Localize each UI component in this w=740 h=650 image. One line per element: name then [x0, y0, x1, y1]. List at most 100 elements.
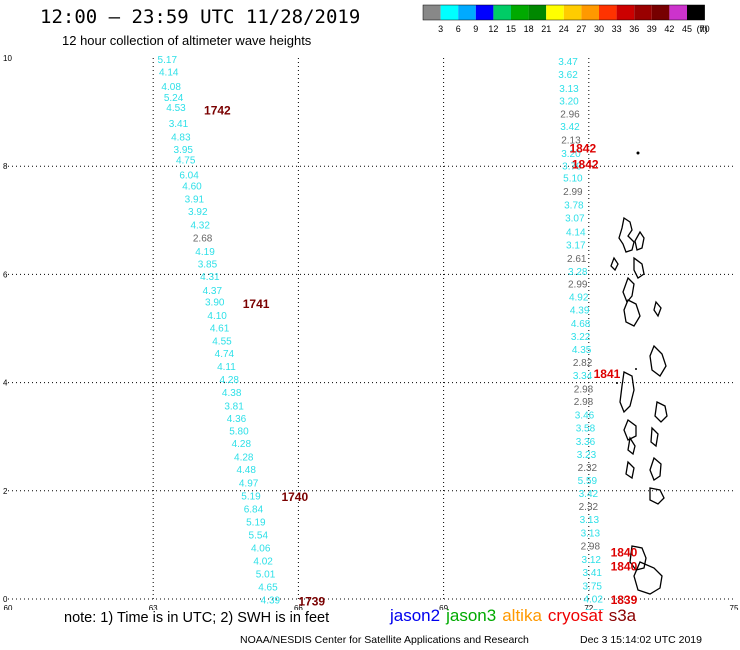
pass-time-label: 1842	[569, 141, 596, 155]
wave-height-label: 3.79	[562, 162, 582, 173]
wave-height-label: 4.37	[203, 286, 223, 297]
legend-swatch	[687, 5, 705, 20]
wave-height-label: 3.41	[583, 568, 603, 579]
legend-swatch	[563, 5, 582, 20]
wave-height-label: 4.83	[171, 132, 191, 143]
wave-height-label: 4.19	[195, 247, 215, 258]
wave-height-label: 4.02	[583, 594, 603, 605]
wave-height-label: 4.11	[217, 362, 236, 373]
wave-height-label: 2.98	[574, 397, 594, 408]
satellite-cryosat: cryosat	[547, 606, 603, 625]
wave-height-label: 4.35	[572, 345, 592, 356]
timestamp-text: Dec 3 15:14:02 UTC 2019	[580, 634, 702, 646]
altimeter-track: 3.473.623.133.202.963.422.133.203.795.10…	[558, 57, 604, 610]
legend-label: 33	[612, 24, 622, 34]
lat-tick-label: 6	[3, 270, 8, 279]
wave-height-label: 3.23	[577, 450, 597, 461]
legend-swatch	[546, 5, 564, 20]
wave-height-label: 4.60	[182, 182, 202, 193]
wave-height-label: 3.20	[561, 149, 581, 160]
wave-height-label: 5.24	[164, 93, 184, 104]
lat-tick-label: 2	[3, 487, 8, 496]
wave-height-label: 3.07	[565, 214, 585, 225]
wave-height-label: 5.01	[256, 570, 276, 581]
wave-height-label: 4.14	[159, 68, 179, 79]
wave-height-label: 3.57	[584, 608, 604, 610]
wave-height-label: 4.10	[207, 311, 227, 322]
legend-label: 30	[594, 24, 604, 34]
wave-height-label: 4.97	[239, 479, 259, 490]
coastline	[610, 151, 668, 595]
wave-height-label: 5.59	[578, 476, 598, 487]
wave-height-label: 4.36	[227, 414, 247, 425]
legend-label: 21	[541, 24, 551, 34]
legend-swatch	[581, 5, 599, 20]
legend-label: 9	[473, 24, 478, 34]
legend-swatch	[458, 5, 476, 20]
wave-height-label: 2.98	[574, 385, 594, 396]
legend-swatch	[493, 5, 511, 20]
wave-height-label: 3.13	[580, 515, 600, 526]
legend-label: 3	[438, 24, 443, 34]
wave-height-label: 4.02	[253, 557, 273, 568]
lon-tick-label: 72	[584, 604, 593, 610]
graticule	[8, 58, 734, 600]
wave-height-label: 5.19	[241, 492, 261, 503]
wave-height-label: 3.17	[566, 241, 586, 252]
wave-height-label: 3.75	[583, 581, 603, 592]
wave-height-label: 2.82	[573, 358, 593, 369]
wave-height-label: 6.84	[244, 505, 264, 516]
lon-tick-label: 66	[294, 604, 303, 610]
lon-tick-label: 63	[149, 604, 158, 610]
wave-height-label: 5.19	[246, 518, 266, 529]
wave-height-label: 5.17	[158, 55, 178, 66]
legend-label: 42	[664, 24, 674, 34]
wave-height-label: 3.34	[573, 371, 593, 382]
lon-tick-label: 69	[439, 604, 448, 610]
wave-height-label: 4.08	[161, 82, 181, 93]
lat-tick-label: 10	[3, 54, 12, 63]
pass-time-label: 1839	[611, 593, 638, 607]
wave-height-label: 3.46	[575, 411, 595, 422]
wave-height-label: 5.80	[229, 427, 249, 438]
legend-swatch	[599, 5, 617, 20]
wave-height-label: 4.48	[236, 465, 256, 476]
wave-height-label: 4.28	[232, 439, 252, 450]
lon-tick-label: 60	[4, 604, 13, 610]
lat-tick-label: 8	[3, 162, 8, 171]
satellite-s3a: s3a	[608, 606, 637, 625]
legend-unit: (ft)	[697, 24, 708, 34]
legend-label: 12	[488, 24, 498, 34]
wave-height-label: 3.92	[188, 207, 208, 218]
legend-swatch	[423, 5, 441, 20]
wave-height-label: 2.96	[560, 110, 580, 121]
wave-height-label: 4.39	[570, 306, 590, 317]
wave-height-label: 3.85	[198, 260, 218, 271]
wave-height-label: 3.22	[571, 332, 591, 343]
wave-height-label: 3.90	[205, 297, 225, 308]
legend-swatch	[634, 5, 652, 20]
wave-height-label: 3.28	[568, 267, 588, 278]
legend-label: 45	[682, 24, 692, 34]
wave-height-label: 5.54	[249, 531, 269, 542]
wave-height-label: 4.74	[215, 349, 235, 360]
legend-label: 70	[700, 24, 710, 34]
wave-height-label: 4.06	[251, 544, 271, 555]
wave-height-label: 3.81	[224, 401, 244, 412]
wave-height-label: 4.61	[210, 323, 230, 334]
satellite-jason3: jason3	[446, 606, 497, 625]
wave-height-label: 4.14	[566, 228, 586, 239]
page-title: 12:00 – 23:59 UTC 11/28/2019	[40, 6, 361, 28]
wave-height-label: 3.20	[559, 97, 579, 108]
page-subtitle: 12 hour collection of altimeter wave hei…	[62, 33, 312, 48]
wave-height-label: 3.13	[559, 84, 579, 95]
wave-height-label: 4.31	[200, 272, 220, 283]
pass-time-label: 1742	[204, 103, 231, 117]
wave-height-label: 4.38	[222, 388, 242, 399]
legend-swatch	[669, 5, 687, 20]
wave-height-label: 3.41	[169, 119, 189, 130]
pass-time-label: 1739	[298, 595, 325, 609]
wave-height-label: 3.78	[564, 201, 584, 212]
wave-height-label: 2.32	[578, 463, 598, 474]
credit-text: NOAA/NESDIS Center for Satellite Applica…	[240, 634, 529, 646]
